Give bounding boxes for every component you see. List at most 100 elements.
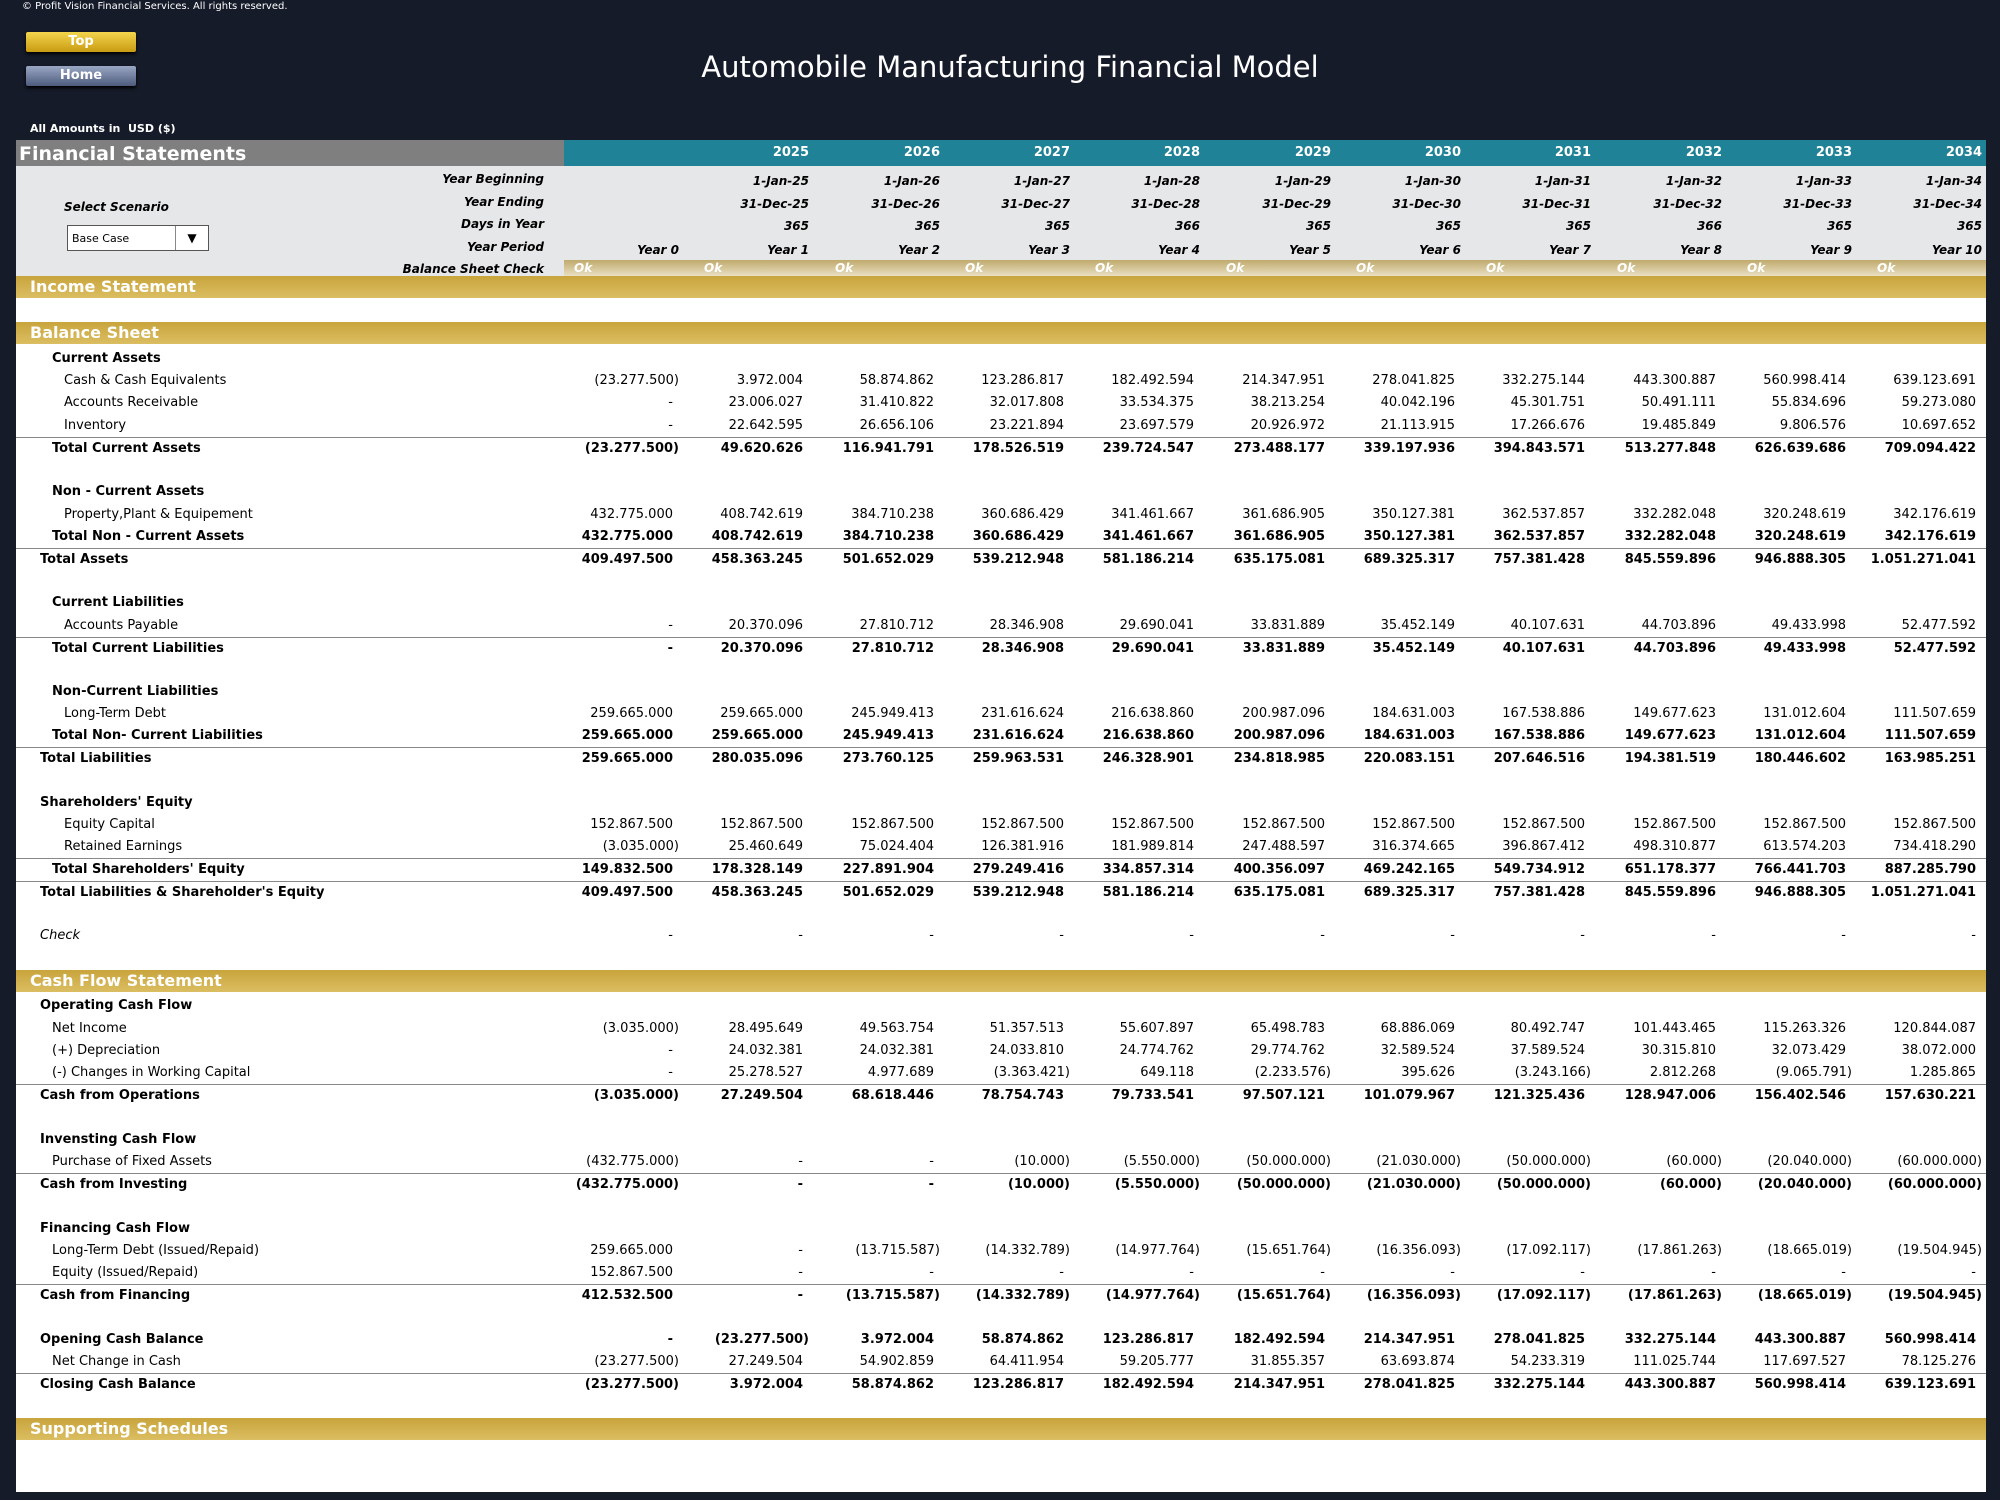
row-value-cell: 259.665.000 xyxy=(590,1243,673,1258)
row-value-cell: 157.630.221 xyxy=(1884,1088,1976,1103)
row-value-cell: - xyxy=(797,1288,803,1303)
section-header-row: Invensting Cash Flow xyxy=(16,1129,1986,1151)
dropdown-arrow-icon[interactable]: ▼ xyxy=(175,226,208,250)
balance-check-status: Ok xyxy=(574,261,593,275)
row-label: Inventory xyxy=(64,418,127,433)
row-value-cell: 350.127.381 xyxy=(1372,507,1455,522)
balance-check-status: Ok xyxy=(965,261,984,275)
info-year-ending-cell: 31-Dec-33 xyxy=(1783,197,1852,211)
section-header-row: Operating Cash Flow xyxy=(16,995,1986,1017)
row-value-cell: - xyxy=(1841,1265,1846,1280)
row-value-cell: 27.249.504 xyxy=(720,1088,803,1103)
row-value-cell: 341.461.667 xyxy=(1111,507,1194,522)
row-label: Long-Term Debt (Issued/Repaid) xyxy=(52,1243,260,1258)
total-row: Total Non- Current Liabilities 259.665.00… xyxy=(16,725,1986,747)
row-value-cell: 216.638.860 xyxy=(1111,706,1194,721)
row-value-cell: (18.665.019) xyxy=(1767,1243,1852,1258)
row-value-cell: (60.000.000) xyxy=(1897,1154,1982,1169)
info-period-cell: Year 8 xyxy=(1680,243,1722,257)
home-button[interactable]: Home xyxy=(26,66,136,86)
row-value-cell: 342.176.619 xyxy=(1893,507,1976,522)
row-value-cell: 33.831.889 xyxy=(1250,618,1325,633)
row-value-cell: 182.492.594 xyxy=(1233,1332,1325,1347)
row-value-cell: (10.000) xyxy=(1014,1154,1070,1169)
row-value-cell: 40.107.631 xyxy=(1510,618,1585,633)
info-days-cell: 365 xyxy=(914,219,940,233)
row-value-cell: 31.855.357 xyxy=(1250,1354,1325,1369)
row-value-cell: 332.275.144 xyxy=(1624,1332,1716,1347)
section-header-row: Non - Current Assets xyxy=(16,481,1986,503)
row-label: Operating Cash Flow xyxy=(40,998,193,1013)
info-period-cell: Year 7 xyxy=(1549,243,1591,257)
row-label: Accounts Receivable xyxy=(64,395,199,410)
row-value-cell: (15.651.764) xyxy=(1246,1243,1331,1258)
row-value-cell: 635.175.081 xyxy=(1233,552,1325,567)
row-value-cell: 408.742.619 xyxy=(711,529,803,544)
row-value-cell: 20.370.096 xyxy=(728,618,803,633)
line-item-row: Retained Earnings (3.035.000) 25.460.649 75… xyxy=(16,836,1986,858)
total-row: Total Assets 409.497.500 458.363.245 501.65… xyxy=(16,548,1986,571)
scenario-dropdown[interactable]: Base Case ▼ xyxy=(67,225,209,251)
section-income-statement[interactable]: Income Statement xyxy=(16,276,1986,298)
row-value-cell: 152.867.500 xyxy=(590,1265,673,1280)
section-supporting-schedules[interactable]: Supporting Schedules xyxy=(16,1418,1986,1440)
row-value-cell: (16.356.093) xyxy=(1366,1288,1461,1303)
row-value-cell: 549.734.912 xyxy=(1493,862,1585,877)
year-header-cell: 2027 xyxy=(1033,145,1070,160)
row-value-cell: 63.693.874 xyxy=(1380,1354,1455,1369)
row-value-cell: 31.410.822 xyxy=(859,395,934,410)
line-item-row: Net Change in Cash (23.277.500) 27.249.504… xyxy=(16,1351,1986,1373)
row-value-cell: 409.497.500 xyxy=(581,552,673,567)
section-header-row: Current Liabilities xyxy=(16,592,1986,614)
row-value-cell: (17.861.263) xyxy=(1637,1243,1722,1258)
section-balance-sheet[interactable]: Balance Sheet xyxy=(16,322,1986,344)
row-value-cell: 332.275.144 xyxy=(1493,1377,1585,1392)
row-value-cell: - xyxy=(1580,1265,1585,1280)
line-item-row: Equity Capital 152.867.500 152.867.500 152.… xyxy=(16,814,1986,836)
row-value-cell: (21.030.000) xyxy=(1366,1177,1461,1192)
row-label: Opening Cash Balance xyxy=(40,1332,204,1347)
row-value-cell: (18.665.019) xyxy=(1757,1288,1852,1303)
row-value-cell: (9.065.791) xyxy=(1775,1065,1852,1080)
row-value-cell: 259.665.000 xyxy=(581,751,673,766)
balance-check-status: Ok xyxy=(1747,261,1766,275)
row-value-cell: 3.972.004 xyxy=(860,1332,934,1347)
row-value-cell: (3.035.000) xyxy=(602,1021,679,1036)
info-year-beginning-cell: 1-Jan-27 xyxy=(1013,174,1070,188)
row-value-cell: 23.221.894 xyxy=(989,418,1064,433)
top-button[interactable]: Top xyxy=(26,32,136,52)
row-value-cell: 635.175.081 xyxy=(1233,885,1325,900)
row-value-cell: 38.072.000 xyxy=(1901,1043,1976,1058)
row-value-cell: (3.035.000) xyxy=(593,1088,679,1103)
year-header-cell: 2026 xyxy=(903,145,940,160)
row-value-cell: 52.477.592 xyxy=(1901,618,1976,633)
row-value-cell: 214.347.951 xyxy=(1242,373,1325,388)
row-value-cell: 458.363.245 xyxy=(711,885,803,900)
row-value-cell: 9.806.576 xyxy=(1779,418,1846,433)
row-value-cell: 152.867.500 xyxy=(1111,817,1194,832)
row-value-cell: 259.665.000 xyxy=(711,728,803,743)
row-label: Current Assets xyxy=(52,351,161,366)
amounts-label: All Amounts in xyxy=(30,122,121,135)
row-value-cell: 156.402.546 xyxy=(1754,1088,1846,1103)
section-cash-flow-statement[interactable]: Cash Flow Statement xyxy=(16,970,1986,992)
row-value-cell: - xyxy=(1971,1265,1976,1280)
row-label: Cash from Investing xyxy=(40,1177,188,1192)
row-value-cell: 49.433.998 xyxy=(1763,641,1846,656)
row-value-cell: (14.332.789) xyxy=(975,1288,1070,1303)
row-value-cell: 395.626 xyxy=(1401,1065,1455,1080)
row-value-cell: 32.073.429 xyxy=(1771,1043,1846,1058)
year-header-cell: 2034 xyxy=(1945,145,1982,160)
row-label: Cash & Cash Equivalents xyxy=(64,373,227,388)
total-row: Total Liabilities & Shareholder's Equity… xyxy=(16,881,1986,904)
row-value-cell: - xyxy=(929,1154,934,1169)
row-value-cell: 40.107.631 xyxy=(1502,641,1585,656)
row-value-cell: 101.079.967 xyxy=(1363,1088,1455,1103)
row-value-cell: 21.113.915 xyxy=(1380,418,1455,433)
row-value-cell: 361.686.905 xyxy=(1233,529,1325,544)
row-value-cell: 278.041.825 xyxy=(1372,373,1455,388)
info-year-beginning-cell: 1-Jan-34 xyxy=(1925,174,1982,188)
row-value-cell: 181.989.814 xyxy=(1111,839,1194,854)
line-item-row: Accounts Payable - 20.370.096 27.810.712 28.… xyxy=(16,615,1986,637)
row-value-cell: 231.616.624 xyxy=(981,706,1064,721)
